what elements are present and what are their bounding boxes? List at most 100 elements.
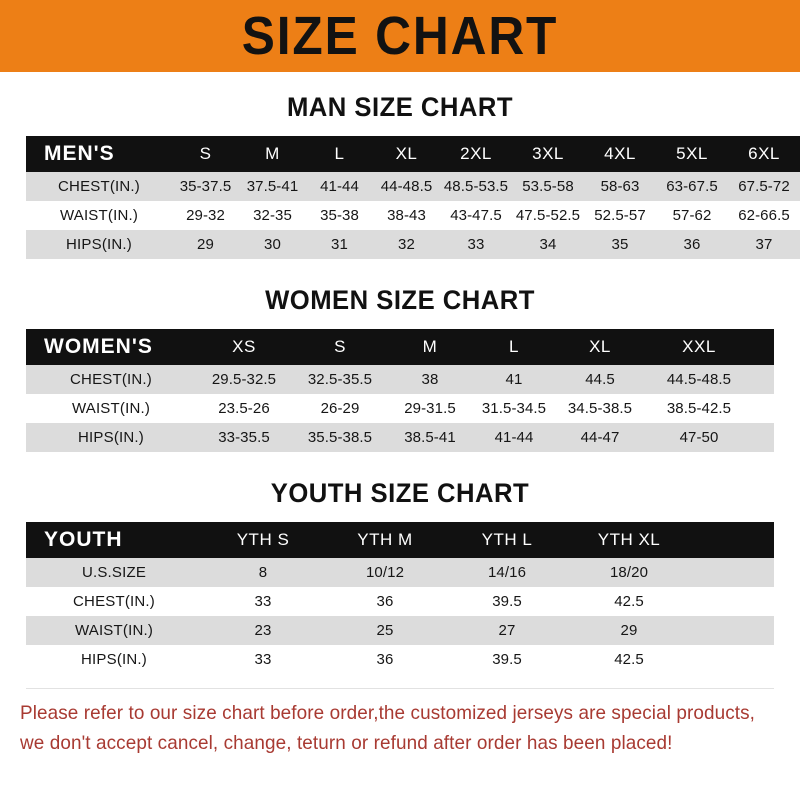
table-cell: 33 xyxy=(254,651,272,668)
men-col-5xl: 5XL xyxy=(676,144,708,163)
table-cell: 33 xyxy=(254,593,272,610)
men-col-l: L xyxy=(334,144,345,163)
men-header-row: MEN'S S M L XL 2XL 3XL 4XL 5XL 6XL xyxy=(26,136,800,172)
women-row-label-hips: HIPS(IN.) xyxy=(78,429,144,446)
table-cell: 53.5-58 xyxy=(522,178,574,195)
youth-col-s: YTH S xyxy=(236,530,290,549)
footer-note: Please refer to our size chart before or… xyxy=(20,689,757,758)
men-col-xl: XL xyxy=(395,144,418,163)
table-cell: 23 xyxy=(254,622,272,639)
men-row-label-hips: HIPS(IN.) xyxy=(66,236,132,253)
footer-note-line-2: we don't accept cancel, change, teturn o… xyxy=(20,732,673,754)
section-heading-youth: YOUTH SIZE CHART xyxy=(270,478,530,508)
men-col-s: S xyxy=(199,144,212,163)
youth-col-xl: YTH XL xyxy=(597,530,661,549)
women-row-chest: CHEST(IN.) 29.5-32.5 32.5-35.5 38 41 44.… xyxy=(26,365,774,394)
table-cell: 62-66.5 xyxy=(738,207,790,224)
men-row-waist: WAIST(IN.) 29-32 32-35 35-38 38-43 43-47… xyxy=(26,201,800,230)
table-cell: 57-62 xyxy=(672,207,712,224)
table-cell-spacer xyxy=(754,423,774,452)
youth-header-row: YOUTH YTH S YTH M YTH L YTH XL xyxy=(26,522,774,558)
women-corner-label: WOMEN'S xyxy=(44,335,153,358)
youth-row-label-waist: WAIST(IN.) xyxy=(74,622,154,639)
women-size-table-wrap: WOMEN'S XS S M L XL XXL CHEST(IN.) 29.5-… xyxy=(26,329,774,452)
table-cell: 36 xyxy=(376,651,394,668)
table-cell: 29-31.5 xyxy=(404,400,456,417)
youth-row-label-chest: CHEST(IN.) xyxy=(73,593,155,610)
footer-divider xyxy=(26,688,774,689)
women-col-xs: XS xyxy=(232,337,256,356)
table-cell: 18/20 xyxy=(609,564,649,581)
table-cell-spacer xyxy=(690,616,774,645)
table-cell: 29 xyxy=(620,622,638,639)
table-cell: 36 xyxy=(683,236,701,253)
table-cell: 63-67.5 xyxy=(666,178,718,195)
table-cell: 44.5 xyxy=(585,371,615,388)
men-size-table-wrap: MEN'S S M L XL 2XL 3XL 4XL 5XL 6XL CHEST… xyxy=(26,136,800,259)
table-cell: 14/16 xyxy=(487,564,527,581)
table-cell: 29-32 xyxy=(186,207,225,224)
table-cell: 41-44 xyxy=(494,429,534,446)
table-cell: 29.5-32.5 xyxy=(211,371,277,388)
table-cell: 41-44 xyxy=(320,178,359,195)
table-cell: 32 xyxy=(398,236,415,253)
men-corner-label: MEN'S xyxy=(44,142,115,165)
table-cell: 34 xyxy=(539,236,557,253)
men-row-chest: CHEST(IN.) 35-37.5 37.5-41 41-44 44-48.5… xyxy=(26,172,800,201)
table-cell: 67.5-72 xyxy=(738,178,790,195)
men-col-6xl: 6XL xyxy=(748,144,780,163)
youth-row-chest: CHEST(IN.) 33 36 39.5 42.5 xyxy=(26,587,774,616)
table-cell: 35-38 xyxy=(320,207,359,224)
women-size-table: WOMEN'S XS S M L XL XXL CHEST(IN.) 29.5-… xyxy=(26,329,774,452)
men-col-m: M xyxy=(265,144,280,163)
table-cell: 42.5 xyxy=(614,651,644,668)
table-cell: 58-63 xyxy=(600,178,640,195)
page-title: SIZE CHART xyxy=(241,6,559,66)
youth-size-table-wrap: YOUTH YTH S YTH M YTH L YTH XL U.S.SIZE … xyxy=(26,522,774,674)
men-row-label-chest: CHEST(IN.) xyxy=(58,178,140,195)
spacer-men-heading xyxy=(0,122,800,136)
table-cell: 39.5 xyxy=(492,651,522,668)
youth-row-waist: WAIST(IN.) 23 25 27 29 xyxy=(26,616,774,645)
table-cell: 39.5 xyxy=(492,593,522,610)
spacer-banner-to-men xyxy=(0,72,800,92)
men-col-3xl: 3XL xyxy=(532,144,564,163)
women-row-label-chest: CHEST(IN.) xyxy=(70,371,152,388)
table-cell: 32-35 xyxy=(253,207,292,224)
women-col-l: L xyxy=(509,337,519,356)
spacer-women-to-youth xyxy=(0,452,800,478)
footer-note-line-1: Please refer to our size chart before or… xyxy=(20,702,756,724)
table-cell: 29 xyxy=(197,236,214,253)
table-cell: 44.5-48.5 xyxy=(666,371,732,388)
men-size-table: MEN'S S M L XL 2XL 3XL 4XL 5XL 6XL CHEST… xyxy=(26,136,800,259)
youth-row-hips: HIPS(IN.) 33 36 39.5 42.5 xyxy=(26,645,774,674)
youth-size-table: YOUTH YTH S YTH M YTH L YTH XL U.S.SIZE … xyxy=(26,522,774,674)
table-cell: 37.5-41 xyxy=(246,178,299,195)
table-cell: 31 xyxy=(331,236,348,253)
table-cell: 47-50 xyxy=(679,429,719,446)
table-cell: 8 xyxy=(258,564,268,581)
table-cell: 35-37.5 xyxy=(179,178,232,195)
table-cell: 37 xyxy=(755,236,773,253)
women-col-xxl: XXL xyxy=(682,337,716,356)
table-cell: 41 xyxy=(505,371,523,388)
table-cell: 35.5-38.5 xyxy=(307,429,373,446)
table-cell: 27 xyxy=(498,622,516,639)
table-cell: 43-47.5 xyxy=(450,207,502,224)
women-row-waist: WAIST(IN.) 23.5-26 26-29 29-31.5 31.5-34… xyxy=(26,394,774,423)
women-col-s: S xyxy=(334,337,346,356)
women-col-spacer xyxy=(754,329,774,365)
section-heading-women: WOMEN SIZE CHART xyxy=(265,285,535,315)
table-cell: 35 xyxy=(611,236,629,253)
table-cell: 10/12 xyxy=(365,564,405,581)
table-cell: 25 xyxy=(376,622,394,639)
youth-col-spacer xyxy=(690,522,774,558)
table-cell-spacer xyxy=(754,394,774,423)
table-cell: 48.5-53.5 xyxy=(443,178,509,195)
table-cell: 38-43 xyxy=(387,207,426,224)
men-col-4xl: 4XL xyxy=(604,144,636,163)
spacer-youth-to-footer xyxy=(0,674,800,688)
youth-col-m: YTH M xyxy=(357,530,413,549)
women-header-row: WOMEN'S XS S M L XL XXL xyxy=(26,329,774,365)
